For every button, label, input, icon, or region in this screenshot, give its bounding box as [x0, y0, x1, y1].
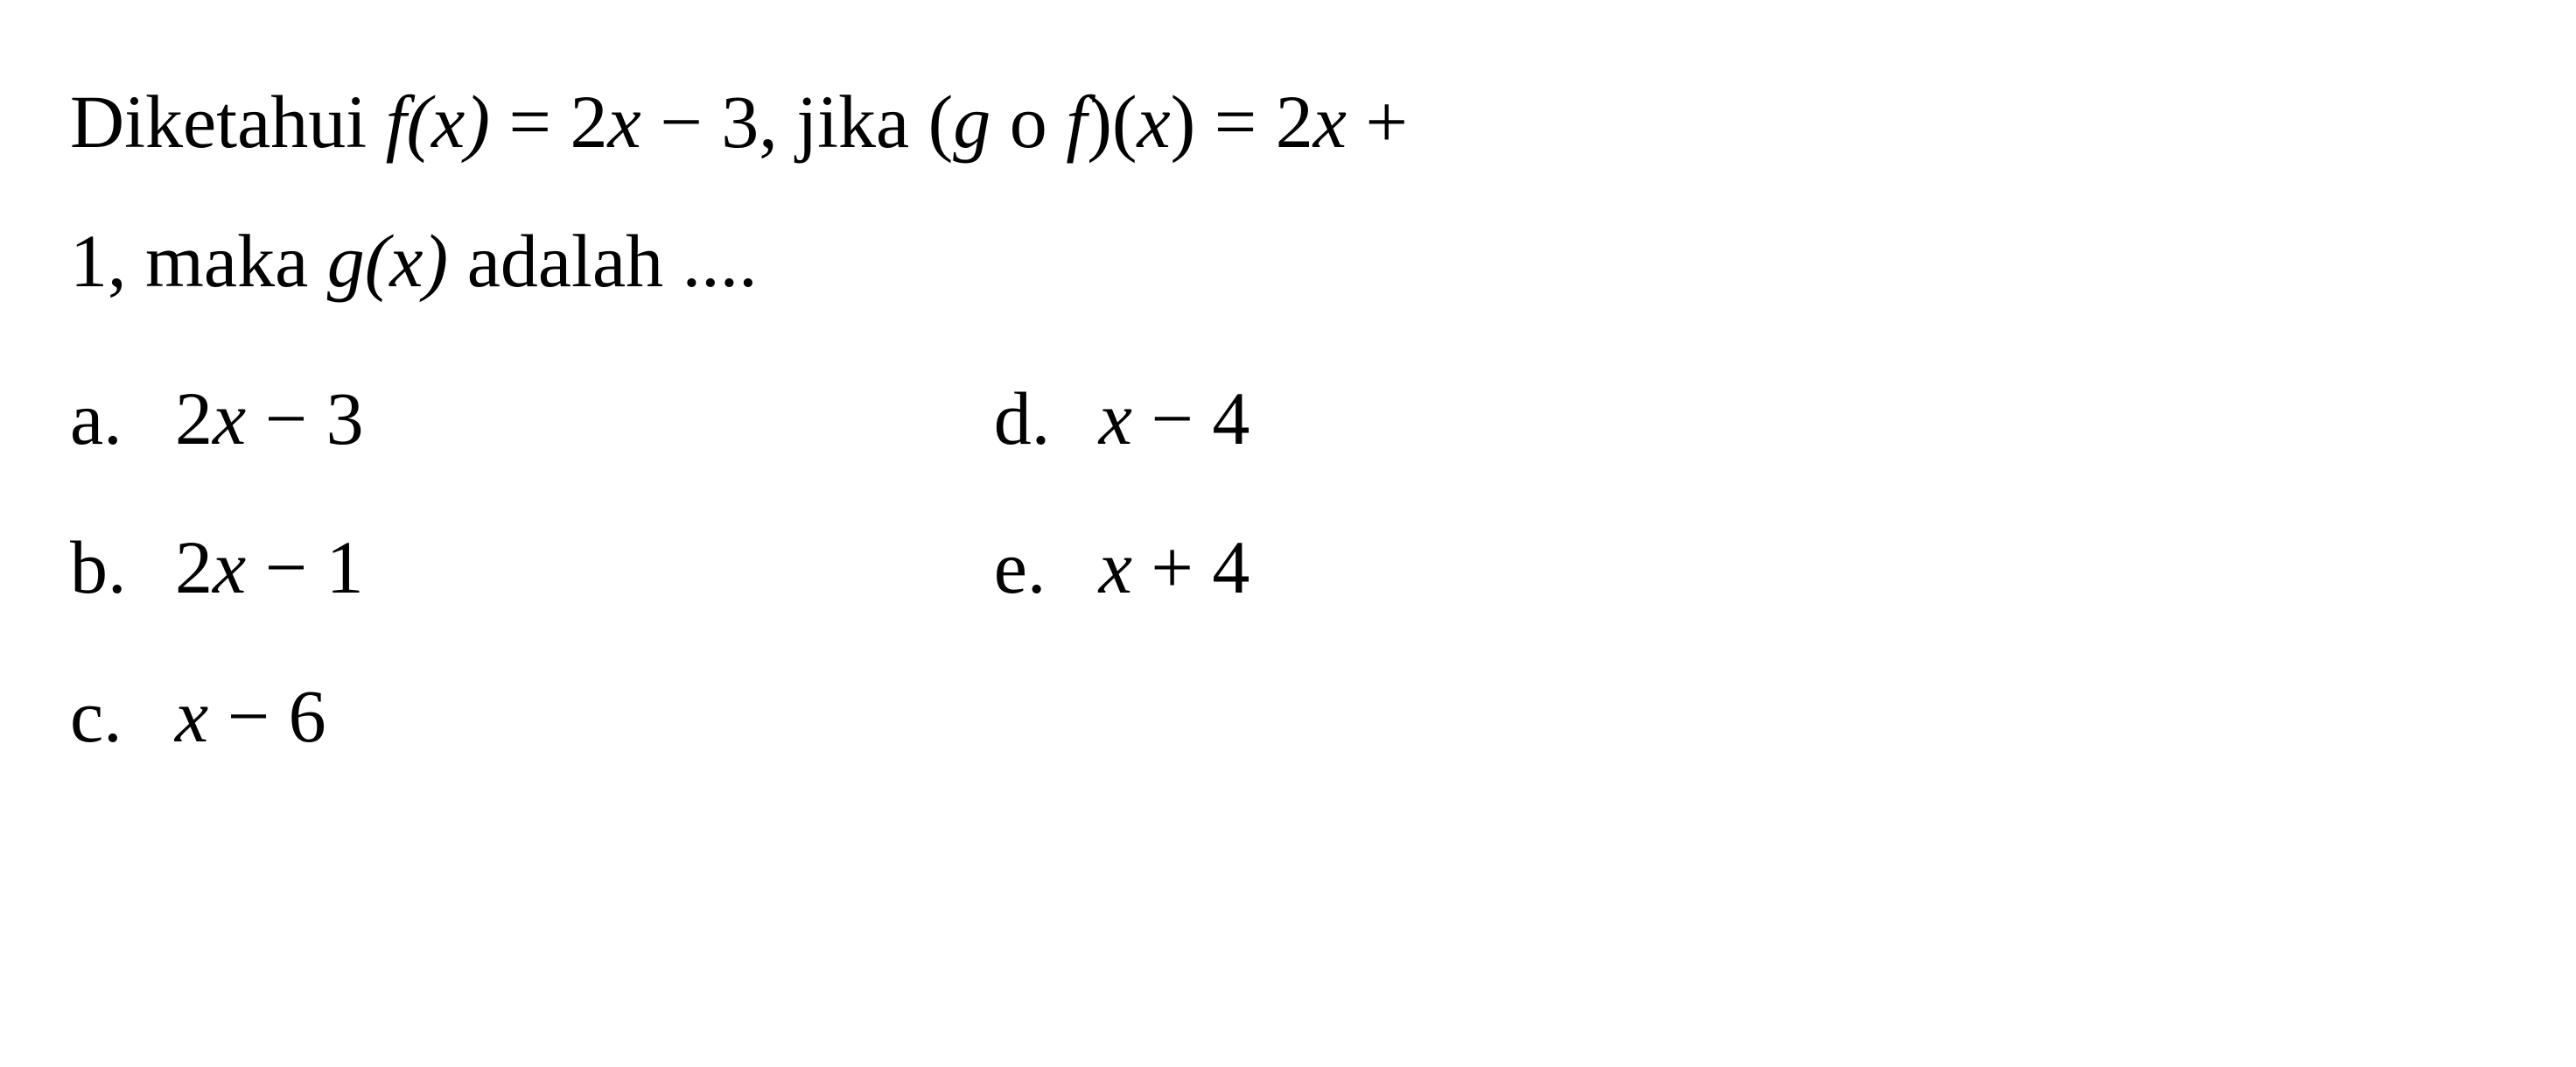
option-b: b. 2x − 1: [70, 523, 364, 611]
q-minus3: − 3, jika (: [641, 80, 954, 164]
q-x1: (x): [407, 80, 490, 164]
option-c-value: x − 6: [175, 672, 326, 760]
option-e: e. x + 4: [994, 523, 1250, 611]
option-c-letter: c.: [70, 672, 175, 760]
option-a: a. 2x − 3: [70, 375, 364, 462]
option-a-prefix: 2: [175, 376, 213, 460]
q-f2: f: [1066, 80, 1087, 164]
option-a-suffix: − 3: [246, 376, 364, 460]
q-g: g: [953, 80, 990, 164]
q-x3: x: [1137, 80, 1170, 164]
option-d-letter: d.: [994, 375, 1099, 462]
option-a-var: x: [213, 376, 246, 460]
q-one: 1, maka: [70, 219, 327, 303]
option-d: d. x − 4: [994, 375, 1250, 462]
option-b-suffix: − 1: [246, 525, 364, 609]
q-eq2: ) = 2: [1171, 80, 1313, 164]
q-x4: x: [1313, 80, 1347, 164]
option-d-var: x: [1099, 376, 1132, 460]
q-o: o: [990, 80, 1066, 164]
q-plus: +: [1347, 80, 1408, 164]
option-e-suffix: + 4: [1132, 525, 1250, 609]
q-g2: g: [327, 219, 365, 303]
q-x2: x: [608, 80, 641, 164]
q-eq1: = 2: [490, 80, 608, 164]
option-c: c. x − 6: [70, 672, 364, 760]
option-c-suffix: − 6: [208, 674, 326, 758]
q-word-diketahui: Diketahui: [70, 80, 386, 164]
option-e-value: x + 4: [1099, 523, 1250, 611]
q-f: f: [386, 80, 407, 164]
option-c-var: x: [175, 674, 208, 758]
options-left-column: a. 2x − 3 b. 2x − 1 c. x − 6: [70, 375, 364, 760]
option-b-var: x: [213, 525, 246, 609]
option-a-value: 2x − 3: [175, 375, 364, 462]
option-b-letter: b.: [70, 523, 175, 611]
option-b-prefix: 2: [175, 525, 213, 609]
option-d-value: x − 4: [1099, 375, 1250, 462]
option-e-var: x: [1099, 525, 1132, 609]
option-e-letter: e.: [994, 523, 1099, 611]
q-paren: )(: [1087, 80, 1137, 164]
q-x5: (x): [365, 219, 448, 303]
option-b-value: 2x − 1: [175, 523, 364, 611]
option-a-letter: a.: [70, 375, 175, 462]
option-d-suffix: − 4: [1132, 376, 1250, 460]
q-rest: adalah ....: [448, 219, 757, 303]
options-container: a. 2x − 3 b. 2x − 1 c. x − 6 d. x − 4 e.…: [70, 375, 2506, 760]
question-text: Diketahui f(x) = 2x − 3, jika (g o f)(x)…: [70, 53, 2506, 331]
options-right-column: d. x − 4 e. x + 4: [994, 375, 1250, 760]
